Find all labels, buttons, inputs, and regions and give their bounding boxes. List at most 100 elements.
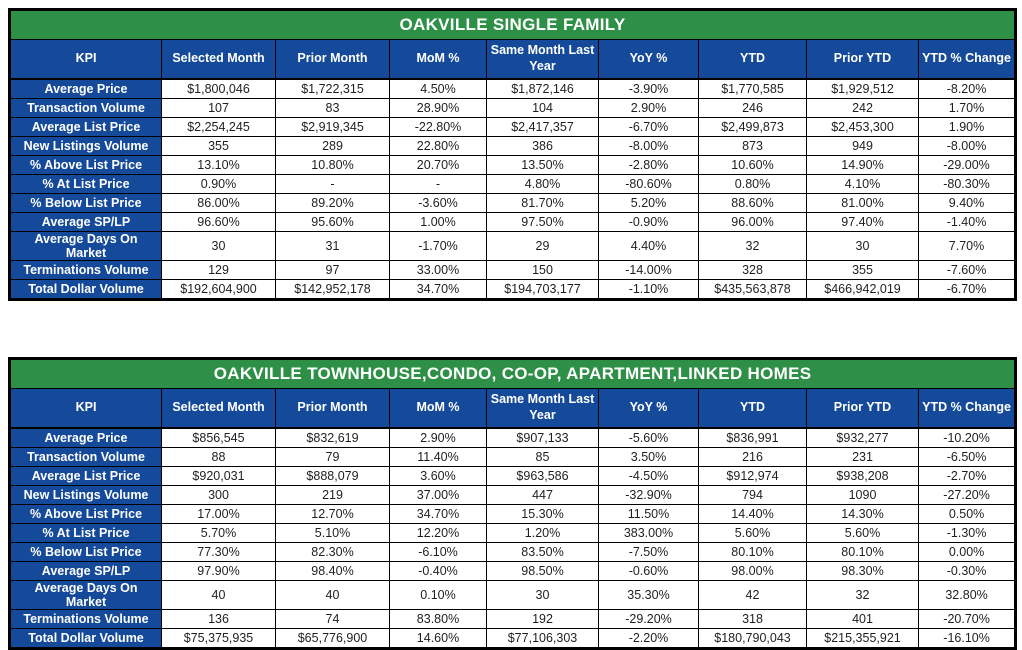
table-row: % Above List Price 17.00% 12.70% 34.70% 15.3… [9, 504, 1017, 524]
column-header: KPI [9, 388, 162, 429]
value-cell: $2,919,345 [275, 117, 390, 137]
column-header: Prior YTD [806, 39, 919, 80]
value-cell: 107 [161, 98, 276, 118]
value-cell: $75,375,935 [161, 628, 276, 649]
value-cell: 1090 [806, 485, 919, 505]
value-cell: -2.70% [917, 466, 1017, 486]
value-cell: $1,800,046 [161, 78, 276, 99]
column-header: Same Month Last Year [486, 388, 599, 429]
table-row: Terminations Volume 136 74 83.80% 192 -29.20%… [9, 609, 1017, 629]
value-cell: -0.90% [598, 212, 699, 232]
value-cell: 22.80% [389, 136, 487, 156]
table-title: OAKVILLE SINGLE FAMILY [8, 9, 1017, 40]
report-page: OAKVILLE SINGLE FAMILY KPI Selected Month… [8, 8, 1018, 650]
value-cell: 98.30% [806, 561, 919, 581]
value-cell: $1,722,315 [275, 78, 390, 99]
value-cell: - [389, 174, 487, 194]
value-cell: 3.50% [598, 447, 699, 467]
column-header: YoY % [598, 39, 699, 80]
value-cell: $435,563,878 [698, 279, 807, 300]
value-cell: -6.70% [917, 279, 1017, 300]
value-cell: $2,453,300 [806, 117, 919, 137]
value-cell: 1.00% [389, 212, 487, 232]
value-cell: 5.60% [806, 523, 919, 543]
value-cell: 12.20% [389, 523, 487, 543]
table-row: Average List Price $2,254,245 $2,919,345 -2… [9, 117, 1017, 137]
kpi-label-cell: Average Price [9, 427, 162, 448]
value-cell: $194,703,177 [486, 279, 599, 300]
value-cell: 80.10% [806, 542, 919, 562]
value-cell: 10.80% [275, 155, 390, 175]
table-row: Average Price $856,545 $832,619 2.90% $907,1… [9, 427, 1017, 448]
value-cell: -0.40% [389, 561, 487, 581]
value-cell: -80.30% [917, 174, 1017, 194]
value-cell: 74 [275, 609, 390, 629]
value-cell: 5.70% [161, 523, 276, 543]
value-cell: 20.70% [389, 155, 487, 175]
value-cell: 2.90% [598, 98, 699, 118]
value-cell: 12.70% [275, 504, 390, 524]
value-cell: 0.90% [161, 174, 276, 194]
value-cell: 794 [698, 485, 807, 505]
value-cell: 40 [161, 580, 276, 610]
value-cell: 246 [698, 98, 807, 118]
value-cell: -8.20% [917, 78, 1017, 99]
value-cell: 32 [806, 580, 919, 610]
value-cell: 4.80% [486, 174, 599, 194]
value-cell: 219 [275, 485, 390, 505]
table-row: Terminations Volume 129 97 33.00% 150 -14.00%… [9, 260, 1017, 280]
value-cell: $912,974 [698, 466, 807, 486]
value-cell: 355 [161, 136, 276, 156]
table-title: OAKVILLE TOWNHOUSE,CONDO, CO-OP, APARTME… [8, 358, 1017, 389]
kpi-label-cell: Transaction Volume [9, 447, 162, 467]
value-cell: -0.30% [917, 561, 1017, 581]
table-row: New Listings Volume 300 219 37.00% 447 -32.90… [9, 485, 1017, 505]
value-cell: 5.60% [698, 523, 807, 543]
column-header-row: KPI Selected Month Prior Month MoM % Same Mo… [9, 39, 1017, 80]
kpi-label-cell: Terminations Volume [9, 609, 162, 629]
kpi-label-cell: Total Dollar Volume [9, 279, 162, 300]
table-row: Transaction Volume 107 83 28.90% 104 2.90% 246… [9, 98, 1017, 118]
value-cell: $920,031 [161, 466, 276, 486]
value-cell: 289 [275, 136, 390, 156]
value-cell: 0.50% [917, 504, 1017, 524]
table-row: % At List Price 0.90% - -4.80% -80.60% 0.80% 4… [9, 174, 1017, 194]
kpi-label-cell: Total Dollar Volume [9, 628, 162, 649]
value-cell: $65,776,900 [275, 628, 390, 649]
value-cell: 2.90% [389, 427, 487, 448]
column-header: YTD [698, 39, 807, 80]
column-header: Selected Month [161, 39, 276, 80]
value-cell: -7.60% [917, 260, 1017, 280]
value-cell: -6.70% [598, 117, 699, 137]
value-cell: -6.50% [917, 447, 1017, 467]
value-cell: 30 [161, 231, 276, 261]
value-cell: 7.70% [917, 231, 1017, 261]
kpi-label-cell: New Listings Volume [9, 136, 162, 156]
value-cell: 242 [806, 98, 919, 118]
kpi-label-cell: Average Days On Market [9, 580, 162, 610]
column-header: Prior Month [275, 388, 390, 429]
value-cell: $1,770,585 [698, 78, 807, 99]
value-cell: $77,106,303 [486, 628, 599, 649]
value-cell: 98.50% [486, 561, 599, 581]
value-cell: $856,545 [161, 427, 276, 448]
value-cell: 82.30% [275, 542, 390, 562]
value-cell: 37.00% [389, 485, 487, 505]
kpi-label-cell: Average List Price [9, 117, 162, 137]
value-cell: 29 [486, 231, 599, 261]
value-cell: 328 [698, 260, 807, 280]
value-cell: 80.10% [698, 542, 807, 562]
value-cell: 0.00% [917, 542, 1017, 562]
value-cell: 85 [486, 447, 599, 467]
column-header: MoM % [389, 388, 487, 429]
value-cell: -4.50% [598, 466, 699, 486]
value-cell: 30 [486, 580, 599, 610]
value-cell: $938,208 [806, 466, 919, 486]
column-header: Prior Month [275, 39, 390, 80]
value-cell: 14.30% [806, 504, 919, 524]
table-row: Transaction Volume 88 79 11.40% 85 3.50% 216 23… [9, 447, 1017, 467]
value-cell: 3.60% [389, 466, 487, 486]
value-cell: 216 [698, 447, 807, 467]
value-cell: -27.20% [917, 485, 1017, 505]
value-cell: -8.00% [598, 136, 699, 156]
